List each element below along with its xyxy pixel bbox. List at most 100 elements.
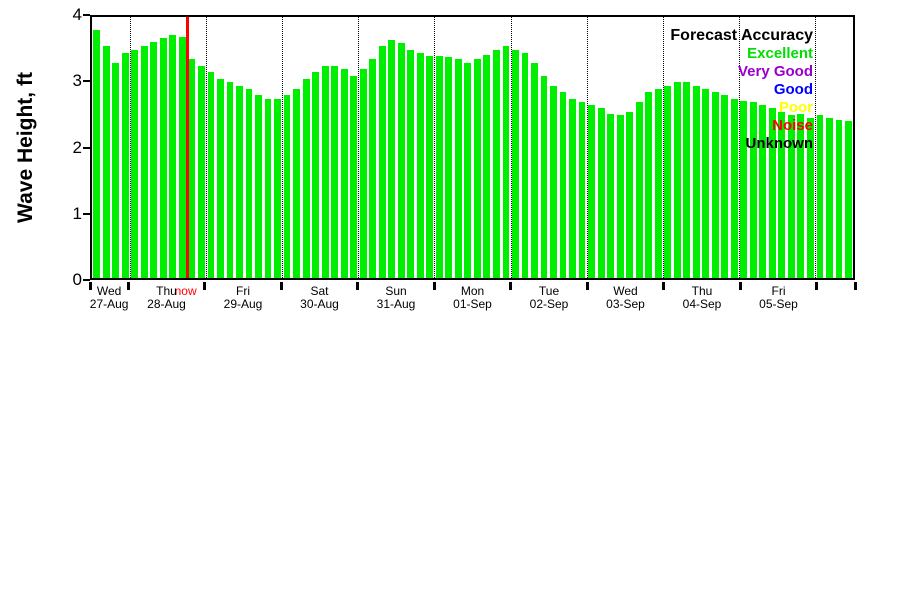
now-line [186, 17, 190, 278]
wave-bar-slot [530, 17, 540, 278]
wave-bar-slot [235, 17, 245, 278]
wave-bar [692, 85, 700, 278]
wave-bar-slot [711, 17, 721, 278]
day-boundary-gridline [206, 17, 208, 278]
day-date: 04-Sep [682, 297, 722, 311]
wave-bar [787, 114, 795, 278]
wave-bar-slot [806, 17, 816, 278]
day-label-05-sep: Fri 05-Sep [759, 285, 798, 311]
x-tick-mark [279, 282, 283, 290]
day-boundary-gridline [130, 17, 132, 278]
day-name: Wed [96, 284, 122, 298]
wave-bar-slot [720, 17, 730, 278]
wave-bar-slot [111, 17, 121, 278]
wave-bar-slot [739, 17, 749, 278]
day-date: 05-Sep [759, 297, 798, 311]
wave-bar [112, 62, 120, 278]
wave-bar [359, 69, 367, 278]
wave-bar [188, 59, 196, 278]
wave-bar [607, 113, 615, 278]
x-tick-mark [432, 282, 436, 290]
legend-items: Excellent Very Good Good Poor Noise Unknown [670, 45, 813, 153]
wave-bar-slot [225, 17, 235, 278]
day-label-27-aug: Wed 27-Aug [90, 285, 129, 311]
wave-bar-slot [149, 17, 159, 278]
legend-item-unknown: Unknown [745, 135, 814, 152]
wave-bar-slot [825, 17, 835, 278]
x-tick-mark [203, 282, 207, 290]
day-date: 27-Aug [89, 297, 129, 311]
x-tick-mark [738, 282, 742, 290]
wave-bar [673, 82, 681, 278]
day-boundary-gridline [662, 17, 664, 278]
wave-bar [274, 98, 281, 278]
legend-item-very-good: Very Good [737, 63, 813, 80]
wave-bar [683, 82, 691, 278]
y-tick-label: 0 [72, 270, 82, 289]
wave-bar-slot [691, 17, 701, 278]
day-label-31-aug: Sun 31-Aug [377, 285, 416, 311]
wave-bar [131, 49, 139, 278]
wave-bar [778, 111, 786, 278]
wave-bar [340, 69, 348, 278]
wave-bar-slot [768, 17, 778, 278]
wave-bar [645, 92, 653, 278]
wave-bar-slot [168, 17, 178, 278]
day-boundary-gridline [586, 17, 588, 278]
wave-bar-slot [178, 17, 188, 278]
wave-bar [312, 72, 320, 278]
wave-bar-slot [349, 17, 359, 278]
wave-bar-slot [416, 17, 426, 278]
wave-bar [245, 88, 253, 278]
wave-bar [302, 79, 310, 278]
wave-bar-slot [463, 17, 473, 278]
x-tick-mark [662, 282, 666, 290]
wave-bar [397, 43, 405, 278]
wave-bar-slot [663, 17, 673, 278]
wave-bar-slot [216, 17, 226, 278]
wave-bar [826, 118, 833, 278]
day-name: Tue [538, 284, 560, 298]
y-tick-mark [83, 14, 90, 16]
day-name: Sat [310, 284, 329, 298]
wave-bar [464, 62, 472, 278]
wave-bar [578, 101, 586, 278]
wave-bar-slot [701, 17, 711, 278]
wave-bar-slot [358, 17, 368, 278]
wave-bar [816, 114, 824, 278]
wave-bar [435, 56, 443, 278]
wave-bar-slot [206, 17, 216, 278]
x-tick-mark [356, 282, 360, 290]
wave-bar [283, 95, 291, 278]
wave-bar-slot [606, 17, 616, 278]
wave-bar-slot [197, 17, 207, 278]
wave-bar-slot [482, 17, 492, 278]
x-tick-mark [853, 282, 857, 290]
day-boundary-gridline [510, 17, 512, 278]
wave-bar-slot [634, 17, 644, 278]
wave-bar [740, 100, 748, 278]
wave-bar [835, 120, 843, 278]
wave-bar-slot [159, 17, 169, 278]
legend-title: Forecast Accuracy [670, 27, 813, 44]
wave-bar [521, 52, 529, 278]
day-label-28-aug: Thu 28-Aug [147, 285, 186, 311]
day-label-02-sep: Tue 02-Sep [530, 285, 569, 311]
wave-bar-slot [558, 17, 568, 278]
day-date: 03-Sep [606, 297, 645, 311]
wave-bar-slot [121, 17, 131, 278]
day-name: Mon [460, 284, 485, 298]
wave-bar-slot [796, 17, 806, 278]
wave-bar-slot [387, 17, 397, 278]
wave-bar [178, 36, 186, 278]
x-tick-mark [509, 282, 513, 290]
bars-container [92, 17, 853, 278]
x-tick-mark [585, 282, 589, 290]
wave-bar [626, 111, 634, 278]
wave-bar-slot [672, 17, 682, 278]
legend-item-good: Good [773, 81, 813, 98]
wave-bar [121, 52, 129, 278]
wave-bar [768, 108, 776, 278]
wave-bar-slot [549, 17, 559, 278]
